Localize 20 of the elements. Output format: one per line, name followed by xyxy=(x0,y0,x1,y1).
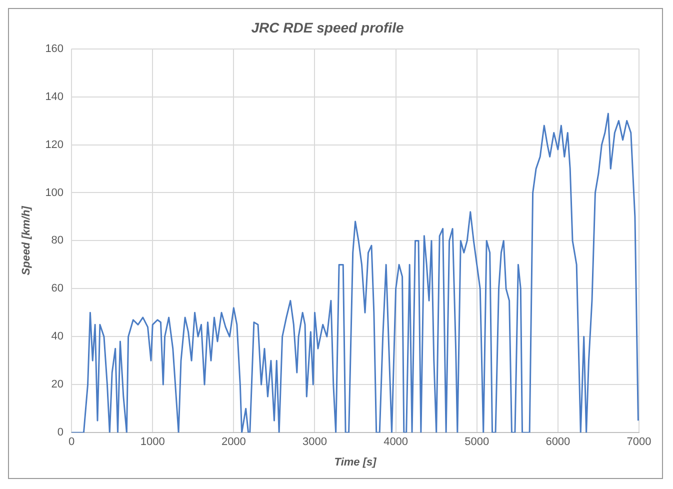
y-tick-label: 20 xyxy=(51,378,64,391)
x-tick-label: 6000 xyxy=(546,436,570,448)
y-tick-label: 100 xyxy=(45,186,64,199)
y-tick-label: 0 xyxy=(57,426,64,439)
y-tick-label: 140 xyxy=(45,90,64,103)
x-tick-label: 3000 xyxy=(302,436,327,448)
x-tick-label: 7000 xyxy=(626,436,652,448)
y-tick-label: 80 xyxy=(51,234,64,247)
chart-title: JRC RDE speed profile xyxy=(251,19,404,36)
x-tick-label: 0 xyxy=(68,436,75,448)
y-tick-label: 120 xyxy=(45,138,64,151)
y-tick-label: 60 xyxy=(51,282,64,295)
x-axis-title: Time [s] xyxy=(334,456,377,468)
x-tick-label: 5000 xyxy=(464,436,490,448)
x-tick-label: 4000 xyxy=(384,436,408,448)
y-tick-label: 160 xyxy=(45,42,64,55)
x-tick-label: 1000 xyxy=(140,436,165,448)
y-tick-label: 40 xyxy=(51,330,64,343)
y-axis-title: Speed [km/h] xyxy=(20,206,33,276)
x-tick-label: 2000 xyxy=(221,436,246,448)
